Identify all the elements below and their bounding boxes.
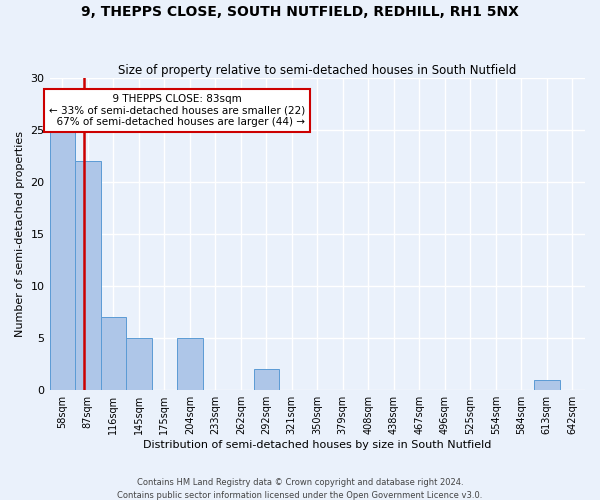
Bar xyxy=(75,162,101,390)
Bar xyxy=(534,380,560,390)
Bar xyxy=(101,318,126,390)
Bar xyxy=(254,370,279,390)
Text: 9, THEPPS CLOSE, SOUTH NUTFIELD, REDHILL, RH1 5NX: 9, THEPPS CLOSE, SOUTH NUTFIELD, REDHILL… xyxy=(81,5,519,19)
X-axis label: Distribution of semi-detached houses by size in South Nutfield: Distribution of semi-detached houses by … xyxy=(143,440,491,450)
Text: Contains HM Land Registry data © Crown copyright and database right 2024.
Contai: Contains HM Land Registry data © Crown c… xyxy=(118,478,482,500)
Bar xyxy=(126,338,152,390)
Text: 9 THEPPS CLOSE: 83sqm  
← 33% of semi-detached houses are smaller (22)
  67% of : 9 THEPPS CLOSE: 83sqm ← 33% of semi-deta… xyxy=(49,94,305,127)
Y-axis label: Number of semi-detached properties: Number of semi-detached properties xyxy=(15,131,25,337)
Bar xyxy=(50,130,75,390)
Bar xyxy=(177,338,203,390)
Title: Size of property relative to semi-detached houses in South Nutfield: Size of property relative to semi-detach… xyxy=(118,64,517,77)
